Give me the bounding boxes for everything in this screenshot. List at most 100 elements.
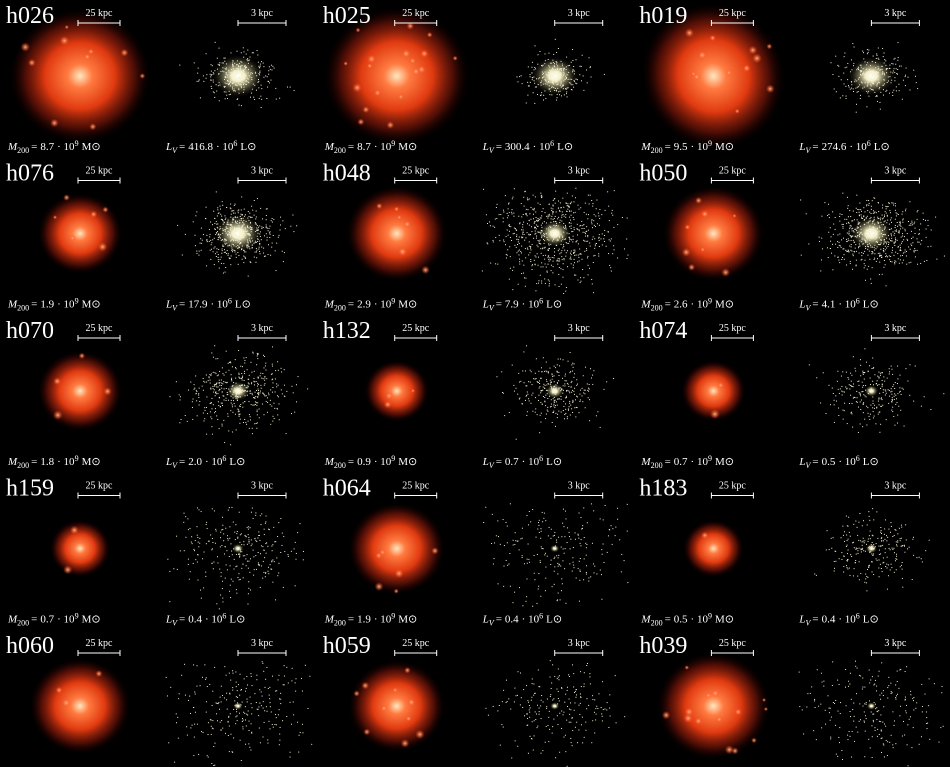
star-particle	[854, 228, 856, 230]
star-particle	[254, 397, 256, 399]
star-particle	[194, 693, 196, 695]
star-particle	[256, 674, 258, 676]
star-particle	[235, 246, 237, 248]
star-particle	[611, 543, 613, 545]
star-particle	[839, 216, 841, 218]
star-particle	[889, 549, 891, 551]
star-particle	[911, 220, 913, 222]
star-particle	[240, 384, 242, 386]
star-particle	[601, 598, 603, 600]
star-particle	[243, 357, 245, 359]
scale-label: 3 kpc	[251, 323, 274, 334]
star-particle	[626, 503, 628, 505]
star-particle	[565, 290, 567, 292]
star-particle	[540, 412, 542, 414]
star-particle	[905, 67, 907, 69]
star-particle	[505, 244, 507, 246]
star-particle	[597, 212, 599, 214]
star-particle	[860, 232, 862, 234]
times-ten: · 10	[522, 614, 540, 626]
star-particle	[842, 227, 844, 229]
star-particle	[495, 535, 497, 537]
star-particle	[879, 219, 881, 221]
star-particle	[245, 257, 247, 259]
star-particle	[236, 533, 238, 535]
mass-symbol: M	[324, 456, 335, 468]
star-particle	[583, 507, 585, 509]
star-particle	[256, 355, 258, 357]
star-particle	[881, 218, 883, 220]
star-particle	[849, 388, 851, 390]
star-particle	[837, 388, 839, 390]
star-particle	[608, 220, 610, 222]
star-particle	[311, 743, 313, 745]
star-particle	[250, 749, 252, 751]
star-particle	[833, 560, 835, 562]
star-particle	[886, 81, 888, 83]
star-particle	[860, 94, 862, 96]
star-particle	[534, 264, 536, 266]
star-particle	[240, 704, 242, 706]
star-particle	[583, 89, 585, 91]
star-particle	[307, 707, 309, 709]
star-particle	[897, 253, 899, 255]
star-particle	[289, 86, 291, 88]
star-particle	[600, 574, 602, 576]
star-particle	[246, 543, 248, 545]
star-particle	[901, 564, 903, 566]
star-particle	[581, 258, 583, 260]
star-particle	[169, 601, 171, 603]
star-particle	[589, 399, 591, 401]
star-particle	[264, 377, 266, 379]
star-particle	[213, 92, 215, 94]
star-particle	[220, 70, 222, 72]
star-particle	[512, 539, 514, 541]
star-particle	[225, 226, 227, 228]
star-particle	[556, 370, 558, 372]
star-particle	[900, 537, 902, 539]
star-particle	[872, 251, 874, 253]
star-particle	[865, 73, 867, 75]
star-particle	[514, 532, 516, 534]
mass-subscript: 200	[17, 619, 29, 628]
star-particle	[855, 520, 857, 522]
star-particle	[276, 557, 278, 559]
star-particle	[867, 82, 869, 84]
star-particle	[856, 526, 858, 528]
star-particle	[240, 238, 242, 240]
star-particle	[234, 359, 236, 361]
star-particle	[850, 239, 852, 241]
star-particle	[255, 702, 257, 704]
star-particle	[530, 247, 532, 249]
star-particle	[897, 42, 899, 44]
star-particle	[221, 423, 223, 425]
star-particle	[927, 225, 929, 227]
star-particle	[262, 378, 264, 380]
star-particle	[879, 108, 881, 110]
star-particle	[885, 90, 887, 92]
star-particle	[549, 259, 551, 261]
star-particle	[880, 397, 882, 399]
star-particle	[201, 385, 203, 387]
star-particle	[239, 219, 241, 221]
star-particle	[568, 236, 570, 238]
star-particle	[188, 389, 190, 391]
star-particle	[867, 245, 869, 247]
star-particle	[541, 262, 543, 264]
star-particle	[263, 252, 265, 254]
star-particle	[863, 86, 865, 88]
star-particle	[855, 559, 857, 561]
star-particle	[523, 382, 525, 384]
star-particle	[544, 212, 546, 214]
star-particle	[249, 416, 251, 418]
star-particle	[229, 236, 231, 238]
star-particle	[542, 73, 544, 75]
star-particle	[260, 84, 262, 86]
star-particle	[521, 237, 523, 239]
star-particle	[855, 265, 857, 267]
star-particle	[866, 268, 868, 270]
star-particle	[545, 98, 547, 100]
star-particle	[539, 414, 541, 416]
star-particle	[230, 374, 232, 376]
star-particle	[202, 234, 204, 236]
